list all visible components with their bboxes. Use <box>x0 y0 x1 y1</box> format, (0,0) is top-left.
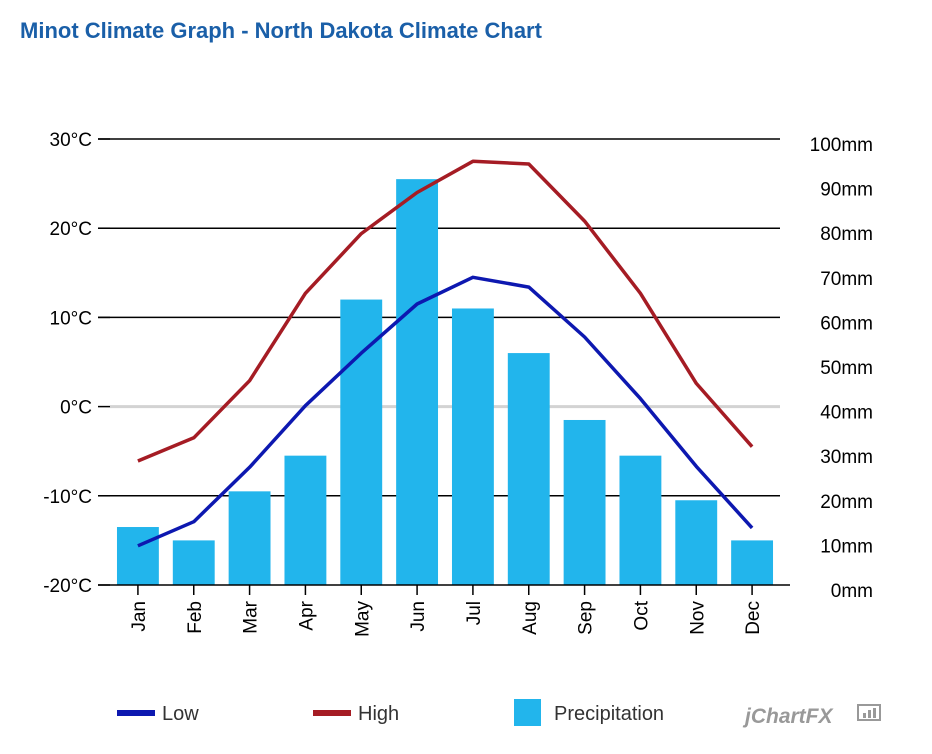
precipitation-bar-oct <box>619 455 662 585</box>
precipitation-bar-jun <box>396 179 439 585</box>
x-category-label: Jan <box>129 601 150 632</box>
grid-lines <box>98 138 780 497</box>
temperature-lines <box>137 159 754 548</box>
left-tick-label: -10°C <box>43 487 92 508</box>
x-category-label: Jul <box>464 601 485 625</box>
left-tick-label: 30°C <box>50 130 92 151</box>
right-tick-label: 80mm <box>820 224 873 245</box>
right-tick-label: 30mm <box>820 447 873 468</box>
chart-title: Minot Climate Graph - North Dakota Clima… <box>20 18 542 43</box>
x-category-label: Nov <box>687 601 708 635</box>
right-tick-label: 70mm <box>820 269 873 290</box>
precipitation-bar-jan <box>116 527 159 585</box>
right-tick-label: 100mm <box>810 135 873 156</box>
right-tick-label: 0mm <box>831 581 873 602</box>
legend-swatch-low <box>117 710 155 716</box>
precipitation-bar-feb <box>172 540 215 585</box>
precipitation-bar-mar <box>228 491 271 585</box>
legend: Low High Precipitation <box>117 699 664 726</box>
x-category-label: Dec <box>743 601 764 635</box>
axes: 30°C 20°C 10°C 0°C -10°C -20°C 100mm 90mm 80mm 70… <box>43 130 873 637</box>
x-category-label: May <box>352 601 373 637</box>
right-tick-label: 20mm <box>820 492 873 513</box>
x-category-label: Oct <box>631 600 652 630</box>
left-tick-label: -20°C <box>43 576 92 597</box>
legend-label-precipitation: Precipitation <box>554 703 664 725</box>
right-tick-label: 60mm <box>820 313 873 334</box>
x-category-label: Aug <box>520 601 541 635</box>
precipitation-bar-may <box>340 299 383 585</box>
right-tick-label: 40mm <box>820 403 873 424</box>
precipitation-bar-sep <box>563 419 606 585</box>
legend-swatch-precipitation <box>514 699 541 726</box>
left-tick-label: 20°C <box>50 219 92 240</box>
low-temperature-line <box>137 275 754 548</box>
legend-label-low: Low <box>162 703 199 725</box>
right-tick-label: 10mm <box>820 536 873 557</box>
precipitation-bar-dec <box>731 540 774 585</box>
x-category-label: Mar <box>241 600 262 633</box>
precipitation-bar-jul <box>451 308 494 585</box>
x-category-label: Sep <box>576 601 597 635</box>
jchartfx-logo-icon <box>857 704 881 721</box>
right-tick-label: 90mm <box>820 180 873 201</box>
legend-swatch-high <box>313 710 351 716</box>
x-category-label: Apr <box>296 600 317 630</box>
left-tick-label: 10°C <box>50 308 92 329</box>
left-tick-label: 0°C <box>60 398 92 419</box>
precipitation-bar-apr <box>284 455 327 585</box>
x-category-label: Jun <box>408 601 429 632</box>
legend-label-high: High <box>358 703 399 725</box>
high-temperature-line <box>137 159 754 463</box>
right-tick-label: 50mm <box>820 358 873 379</box>
precipitation-bar-nov <box>675 500 718 585</box>
jchartfx-watermark: jChartFX <box>742 705 835 728</box>
x-category-label: Feb <box>185 601 206 634</box>
precipitation-bars <box>116 179 774 585</box>
precipitation-bar-aug <box>507 353 550 585</box>
